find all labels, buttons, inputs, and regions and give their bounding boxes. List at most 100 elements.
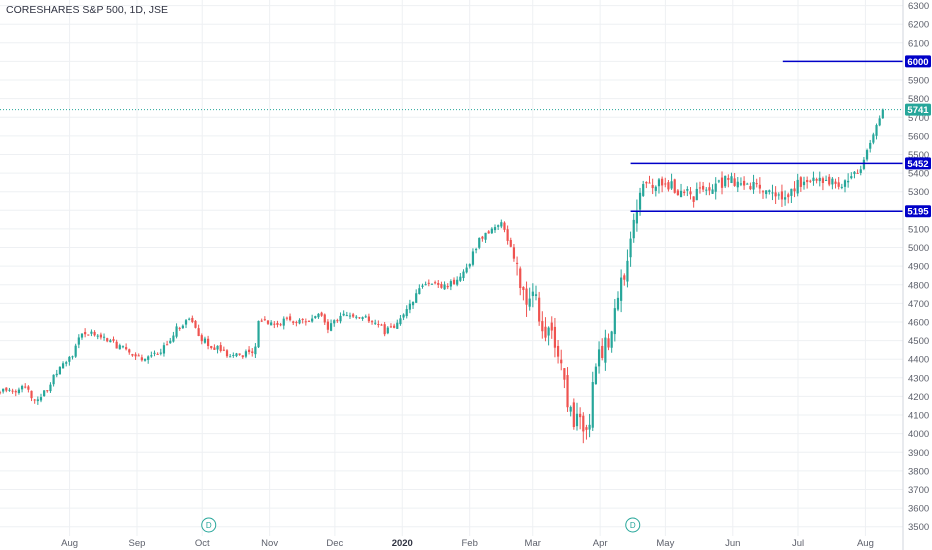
candle-body: [210, 346, 213, 348]
price-badge-5452: [905, 157, 931, 170]
candle-body: [742, 180, 746, 186]
last-price-label: 5741: [907, 105, 929, 116]
x-tick-label: Dec: [326, 538, 343, 549]
candle-body: [689, 191, 692, 195]
y-tick-label: 5300: [908, 187, 929, 198]
candle-body: [282, 318, 285, 326]
candle-body: [367, 316, 370, 322]
candle-body: [320, 312, 323, 316]
candle-body: [402, 314, 405, 318]
candle-body: [869, 142, 872, 149]
candle-body: [645, 182, 648, 184]
candle-body: [550, 322, 553, 331]
candle-body: [613, 308, 616, 335]
y-tick-label: 3500: [908, 522, 929, 533]
candle-body: [623, 275, 626, 280]
x-tick-label: Aug: [857, 538, 874, 549]
candle-body: [194, 320, 197, 328]
candle-body: [515, 262, 519, 264]
candle-body: [758, 184, 761, 189]
candle-body: [393, 325, 396, 328]
candle-body: [683, 191, 686, 193]
candle-body: [437, 283, 440, 285]
candle-body: [484, 232, 487, 240]
horizontal-price-lines[interactable]: [0, 60, 903, 212]
candle-body: [352, 314, 355, 317]
candle-body: [629, 238, 632, 258]
candle-body: [708, 187, 711, 191]
y-tick-label: 6100: [908, 38, 929, 49]
candle-body: [746, 183, 749, 185]
price-badge-label: 5195: [907, 207, 929, 218]
candle-body: [465, 267, 468, 273]
candle-body: [654, 186, 657, 191]
candle-body: [774, 192, 777, 197]
dividend-event-marker[interactable]: [201, 517, 217, 533]
candle-body: [333, 320, 336, 324]
y-tick-label: 3900: [908, 448, 929, 459]
candle-body: [389, 326, 393, 328]
candle-body: [115, 341, 118, 349]
y-tick-label: 5800: [908, 94, 929, 105]
candle-body: [503, 222, 506, 230]
candle-body: [33, 399, 36, 401]
price-badge-label: 6000: [907, 57, 928, 68]
candle-body: [730, 176, 733, 183]
y-tick-label: 4800: [908, 280, 929, 291]
candle-body: [440, 283, 443, 288]
candle-body: [497, 225, 500, 227]
candle-body: [575, 413, 579, 427]
candle-body: [733, 178, 736, 186]
candle-body: [39, 397, 43, 401]
candle-body: [670, 181, 673, 189]
time-axis[interactable]: Aug Sep Oct Nov Dec 2020 Feb Mar Apr May Jun Jul Aug: [61, 538, 874, 549]
candle-body: [831, 178, 834, 185]
candle-body: [648, 182, 651, 184]
dividend-event-marker[interactable]: [625, 517, 641, 533]
y-tick-label: 4300: [908, 373, 929, 384]
candle-body: [828, 176, 831, 185]
candle-body: [679, 190, 683, 198]
candle-body: [361, 317, 364, 319]
candle-body: [364, 316, 367, 318]
candle-body: [837, 182, 840, 187]
candle-body: [834, 181, 837, 184]
candle-body: [424, 284, 427, 286]
candle-body: [534, 294, 538, 296]
candle-body: [525, 288, 528, 305]
candle-body: [162, 345, 166, 354]
y-tick-label: 4600: [908, 317, 929, 328]
x-tick-label: May: [656, 538, 674, 549]
y-tick-label: 3800: [908, 466, 929, 477]
candle-body: [342, 313, 345, 316]
candle-body: [36, 399, 39, 402]
candle-body: [323, 314, 326, 323]
candle-body: [399, 318, 402, 325]
candle-body: [443, 284, 446, 290]
candle-body: [235, 353, 238, 357]
candle-body: [200, 335, 203, 342]
candle-body: [736, 181, 739, 188]
candle-body: [358, 317, 361, 319]
candle-body: [143, 358, 147, 361]
candle-body: [859, 169, 862, 173]
candle-body: [865, 150, 869, 160]
y-tick-label: 5100: [908, 224, 929, 235]
y-tick-label: 4900: [908, 262, 929, 273]
candle-body: [131, 354, 134, 356]
candle-body: [522, 286, 525, 291]
candle-body: [749, 186, 752, 190]
candle-body: [875, 125, 878, 136]
candle-body: [166, 344, 169, 346]
candle-body: [172, 335, 175, 342]
candle-body: [273, 323, 276, 325]
candle-body: [657, 179, 661, 187]
candle-body: [717, 180, 720, 182]
price-badge-5195: [905, 205, 931, 218]
y-tick-label: 4000: [908, 429, 929, 440]
candle-body: [582, 415, 585, 432]
candle-body: [468, 264, 471, 267]
price-axis[interactable]: 3500 3600 3700 3800 3900 4000 4100 4200 4300 4400…: [908, 1, 929, 533]
candle-body: [405, 309, 408, 317]
